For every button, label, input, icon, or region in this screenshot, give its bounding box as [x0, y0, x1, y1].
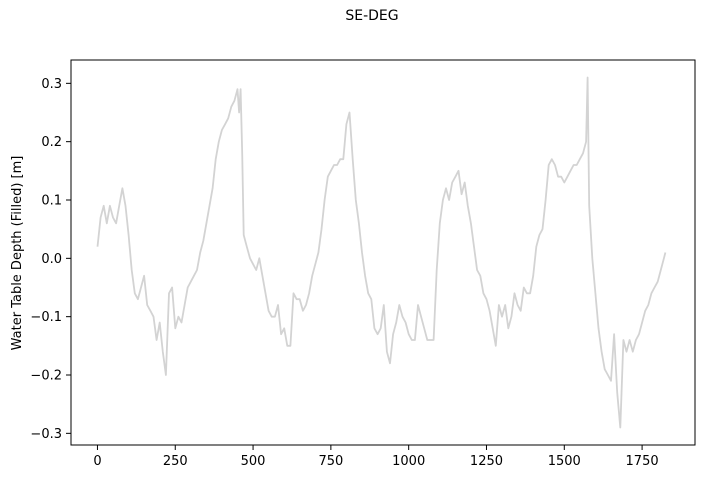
x-tick-label: 1500 — [548, 454, 581, 469]
y-tick-label: 0.2 — [41, 135, 62, 150]
series-line — [96, 76, 667, 429]
y-tick-label: 0.1 — [41, 194, 62, 209]
plot-area: 0 250 500 750 1000 1250 1500 1750 −0.3 −0.2 −0.1 0.… — [30, 59, 696, 469]
ticks-layer: 0 250 500 750 1000 1250 1500 1750 −0.3 −0.2 −0.1 0.… — [30, 77, 658, 469]
x-tick-label: 1250 — [470, 454, 503, 469]
x-tick-label: 1000 — [392, 454, 425, 469]
y-tick-label: 0.3 — [41, 77, 62, 92]
y-tick-label: −0.1 — [30, 310, 62, 325]
x-tick-label: 250 — [163, 454, 188, 469]
plot-frame — [70, 59, 696, 446]
plot-background — [71, 60, 695, 445]
x-tick-label: 0 — [93, 454, 101, 469]
x-tick-label: 1750 — [626, 454, 659, 469]
x-tick-label: 500 — [241, 454, 266, 469]
y-tick-label: −0.2 — [30, 369, 62, 384]
y-tick-label: −0.3 — [30, 427, 62, 442]
y-tick-label: 0.0 — [41, 252, 62, 267]
y-axis-label: Water Table Depth (Filled) [m] — [10, 156, 25, 351]
series-layer — [96, 76, 667, 429]
chart-title: SE-DEG — [345, 8, 398, 24]
x-tick-label: 750 — [318, 454, 343, 469]
